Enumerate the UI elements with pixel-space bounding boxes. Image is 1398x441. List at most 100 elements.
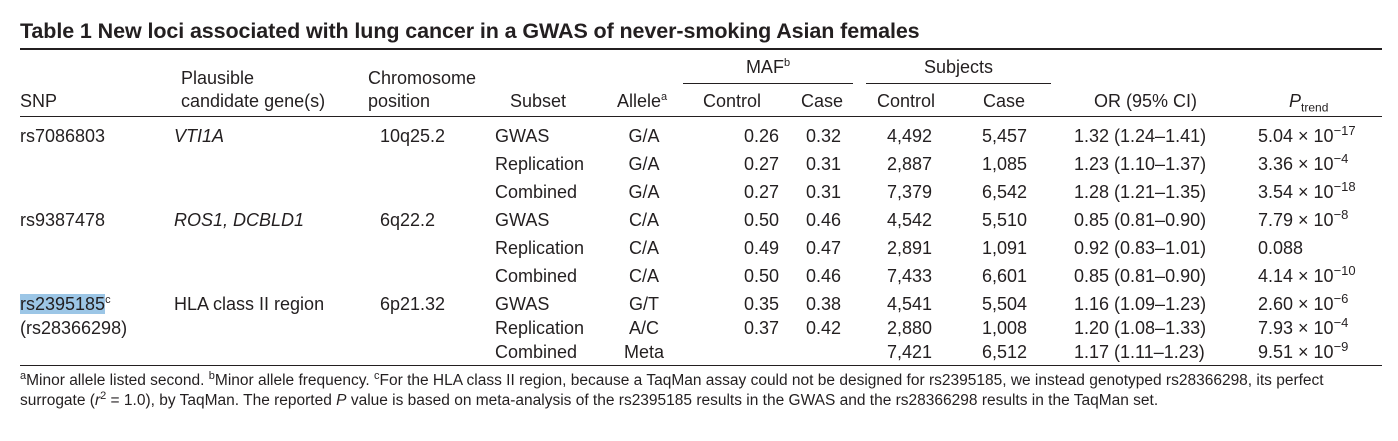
p-value-base: 3.54 × 10 <box>1258 182 1334 202</box>
subjects-header-rule <box>866 83 1051 84</box>
cell-allele: G/T <box>629 294 659 314</box>
cell-maf-case: 0.38 <box>805 294 841 314</box>
header-bottom-rule <box>20 116 1382 117</box>
cell-maf-control: 0.49 <box>743 238 779 258</box>
cell-subset: Replication <box>495 154 585 174</box>
cell-subset: Combined <box>495 266 578 286</box>
header-gene-line1: Plausible <box>181 68 255 88</box>
cell-or: 0.92 (0.83–1.01) <box>1074 238 1207 258</box>
cell-maf-control: 0.50 <box>743 266 779 286</box>
header-subjects: Subjects <box>923 57 994 77</box>
p-value-exponent: −4 <box>1333 315 1349 330</box>
cell-or: 0.85 (0.81–0.90) <box>1074 266 1207 286</box>
cell-allele: A/C <box>628 318 659 338</box>
p-value-base: 0.088 <box>1258 238 1304 258</box>
cell-chrom: 6p21.32 <box>380 294 446 314</box>
cell-gene: VTI1A <box>174 126 225 146</box>
p-value-base: 4.14 × 10 <box>1258 266 1334 286</box>
cell-maf-case: 0.42 <box>805 318 841 338</box>
cell-p: 5.04 × 10−17 <box>1258 123 1356 147</box>
cell-subj-case: 6,542 <box>981 182 1027 202</box>
header-or: OR (95% CI) <box>1094 91 1198 111</box>
cell-subj-case: 1,085 <box>981 154 1027 174</box>
cell-allele: C/A <box>628 238 659 258</box>
header-subset: Subset <box>510 91 567 111</box>
cell-subset: Replication <box>495 238 585 258</box>
cell-snp: rs7086803 <box>20 126 106 146</box>
footnote-a-text: Minor allele listed second. <box>26 372 209 389</box>
cell-maf-control: 0.35 <box>743 294 779 314</box>
cell-subj-case: 1,008 <box>981 318 1027 338</box>
table-bottom-rule <box>20 365 1382 366</box>
cell-or: 1.17 (1.11–1.23) <box>1074 342 1205 362</box>
cell-subset: Replication <box>495 318 585 338</box>
p-value-base: 7.93 × 10 <box>1258 318 1334 338</box>
cell-p: 3.54 × 10−18 <box>1258 180 1356 203</box>
cell-subset: Combined <box>495 182 578 202</box>
cell-p: 7.79 × 10−8 <box>1258 207 1349 231</box>
cell-subj-control: 7,433 <box>886 266 932 286</box>
cell-subj-case: 6,512 <box>981 342 1027 362</box>
cell-subj-case: 5,457 <box>981 126 1027 146</box>
p-value-base: 7.79 × 10 <box>1258 210 1334 230</box>
cell-or: 1.28 (1.21–1.35) <box>1074 182 1207 202</box>
footnote-b-mark: b <box>208 369 215 382</box>
cell-allele: Meta <box>623 342 665 362</box>
cell-maf-control: 0.26 <box>743 126 779 146</box>
cell-p: 3.36 × 10−4 <box>1258 151 1349 175</box>
cell-allele: C/A <box>628 210 659 230</box>
cell-p: 9.51 × 10−9 <box>1258 339 1349 363</box>
cell-maf-case: 0.32 <box>805 126 841 146</box>
cell-or: 0.85 (0.81–0.90) <box>1074 210 1207 230</box>
p-value-exponent: −10 <box>1333 263 1356 278</box>
p-value-exponent: −17 <box>1333 123 1356 138</box>
p-value-base: 2.60 × 10 <box>1258 294 1334 314</box>
footnote-b-text: Minor allele frequency. <box>214 372 375 389</box>
cell-snp: rs9387478 <box>20 210 106 230</box>
cell-subj-control: 2,887 <box>886 154 932 174</box>
cell-subj-control: 4,541 <box>886 294 932 314</box>
header-p-sub: trend <box>1301 100 1329 115</box>
header-p-letter: P <box>1289 91 1302 111</box>
header-allele-text: Allele <box>617 91 662 111</box>
cell-or: 1.23 (1.10–1.37) <box>1074 154 1207 174</box>
cell-subset: Combined <box>495 342 578 362</box>
cell-allele: G/A <box>628 126 660 146</box>
cell-chrom: 10q25.2 <box>380 126 446 146</box>
cell-maf-case: 0.31 <box>805 182 841 202</box>
cell-subj-case: 6,601 <box>981 266 1027 286</box>
p-value-exponent: −8 <box>1333 207 1349 222</box>
footnote-c-text2: = 1.0), by TaqMan. The reported <box>106 392 337 409</box>
cell-subj-control: 2,880 <box>886 318 932 338</box>
cell-snp: rs2395185c <box>20 293 111 315</box>
p-value-exponent: −9 <box>1333 339 1349 354</box>
cell-chrom: 6q22.2 <box>380 210 436 230</box>
header-subjects-case: Case <box>983 91 1026 111</box>
header-allele: Allelea <box>617 90 667 112</box>
footnote-c-text1: For the HLA class II region, because a T… <box>20 372 1324 409</box>
cell-or: 1.32 (1.24–1.41) <box>1074 126 1207 146</box>
cell-maf-case: 0.46 <box>805 266 841 286</box>
cell-or: 1.20 (1.08–1.33) <box>1074 318 1207 338</box>
header-chrom-line2: position <box>368 91 431 111</box>
footnote-a-mark: a <box>20 369 27 382</box>
footnote-r-italic: r <box>94 392 101 409</box>
p-value-exponent: −6 <box>1333 291 1349 306</box>
header-chrom-line1: Chromosome <box>368 68 477 88</box>
header-gene-line2: candidate gene(s) <box>181 91 326 111</box>
cell-p: 7.93 × 10−4 <box>1258 315 1349 339</box>
cell-maf-control: 0.27 <box>743 182 779 202</box>
cell-maf-control: 0.37 <box>743 318 779 338</box>
cell-p: 2.60 × 10−6 <box>1258 291 1349 315</box>
header-maf-text: MAF <box>745 57 784 77</box>
cell-allele: G/A <box>628 154 660 174</box>
cell-subset: GWAS <box>495 210 550 230</box>
snp-footnote-mark: c <box>105 294 111 306</box>
cell-gene: ROS1, DCBLD1 <box>174 210 305 230</box>
p-value-exponent: −4 <box>1333 151 1349 166</box>
header-allele-sup: a <box>661 91 668 103</box>
footnote-c-mark: c <box>374 369 380 382</box>
cell-subset: GWAS <box>495 126 550 146</box>
p-value-base: 5.04 × 10 <box>1258 126 1334 146</box>
header-maf-sup: b <box>783 57 791 69</box>
